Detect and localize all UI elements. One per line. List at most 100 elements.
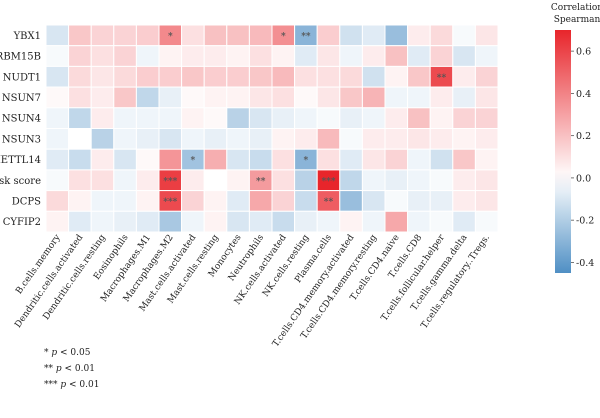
heatmap-cell — [429, 45, 454, 67]
heatmap-cell — [203, 65, 228, 88]
heatmap-cell — [226, 45, 250, 67]
heatmap-cell — [68, 65, 92, 88]
colorbar-tick-label: 0.2 — [576, 131, 591, 142]
heatmap-cell — [90, 45, 115, 67]
heatmap-cell — [316, 107, 341, 130]
heatmap-cell — [45, 169, 70, 192]
colorbar-tick-label: 0.0 — [576, 173, 591, 184]
heatmap-cell — [339, 128, 363, 150]
legend-stars: ** — [44, 364, 53, 374]
heatmap-cell — [271, 128, 296, 150]
heatmap-cell — [181, 128, 205, 150]
heatmap-cell — [474, 190, 499, 212]
heatmap-cell — [474, 65, 499, 88]
column-labels: B.cells.memoryDendritic.cells.activatedD… — [13, 232, 492, 349]
significance-mark: ** — [301, 32, 311, 42]
legend-p: p — [55, 364, 62, 374]
heatmap-cell — [429, 169, 454, 192]
heatmap-cell — [113, 210, 137, 233]
heatmap-cell — [45, 148, 70, 171]
heatmap-cells — [45, 24, 499, 233]
heatmap-cell — [271, 107, 296, 130]
heatmap-cell — [181, 86, 205, 109]
heatmap-cell — [226, 169, 250, 192]
heatmap-cell — [135, 210, 160, 233]
heatmap-cell — [339, 190, 363, 212]
heatmap-cell — [361, 45, 386, 67]
heatmap-cell — [158, 148, 183, 171]
heatmap-cell — [339, 86, 363, 109]
heatmap-cell — [316, 24, 341, 47]
row-label: CYFIP2 — [3, 217, 41, 228]
heatmap-cell — [226, 65, 250, 88]
heatmap-cell — [135, 169, 160, 192]
heatmap-cell — [316, 128, 341, 150]
heatmap-cell — [384, 128, 409, 150]
heatmap-cell — [294, 107, 318, 130]
heatmap-cell — [452, 190, 476, 212]
heatmap-cell — [113, 148, 137, 171]
heatmap-cell — [203, 169, 228, 192]
heatmap-cell — [361, 190, 386, 212]
heatmap-cell — [474, 45, 499, 67]
heatmap-cell — [407, 65, 431, 88]
colorbar-title-line1: Correlation — [551, 3, 600, 13]
row-label: NSUN3 — [2, 134, 41, 145]
heatmap-cell — [113, 107, 137, 130]
colorbar-gradient — [555, 30, 571, 273]
heatmap-cell — [113, 86, 137, 109]
heatmap-cell — [181, 107, 205, 130]
colorbar-title-line2: Spearman — [554, 15, 600, 25]
significance-mark: ** — [324, 197, 334, 207]
heatmap-cell — [90, 24, 115, 47]
heatmap-cell — [429, 190, 454, 212]
significance-mark: * — [168, 32, 173, 42]
heatmap-cell — [158, 128, 183, 150]
heatmap-cell — [407, 45, 431, 67]
heatmap-cell — [429, 148, 454, 171]
heatmap-cell — [68, 210, 92, 233]
significance-mark: * — [281, 32, 286, 42]
heatmap-cell — [248, 107, 273, 130]
heatmap-cell — [113, 45, 137, 67]
heatmap-cell — [203, 128, 228, 150]
significance-mark: *** — [163, 197, 177, 207]
legend-item: * p < 0.05 — [44, 348, 90, 358]
heatmap-cell — [226, 210, 250, 233]
heatmap-cell — [384, 24, 409, 47]
heatmap-cell — [135, 24, 160, 47]
significance-mark: *** — [321, 177, 335, 187]
heatmap-cell — [452, 86, 476, 109]
heatmap-cell — [361, 65, 386, 88]
heatmap-cell — [407, 169, 431, 192]
heatmap-cell — [429, 24, 454, 47]
heatmap-cell — [158, 65, 183, 88]
row-label: DCPS — [12, 196, 41, 207]
heatmap-cell — [181, 24, 205, 47]
heatmap-cell — [158, 107, 183, 130]
heatmap-cell — [452, 65, 476, 88]
row-label: METTL14 — [0, 155, 41, 166]
heatmap-cell — [407, 24, 431, 47]
heatmap-cell — [452, 24, 476, 47]
heatmap-cell — [248, 65, 273, 88]
heatmap-cell — [316, 45, 341, 67]
heatmap-cell — [158, 210, 183, 233]
heatmap-cell — [474, 210, 499, 233]
heatmap-cell — [113, 24, 137, 47]
heatmap-cell — [45, 190, 70, 212]
heatmap-cell — [113, 169, 137, 192]
significance-mark: * — [191, 156, 196, 166]
heatmap-cell — [226, 128, 250, 150]
heatmap-cell — [271, 190, 296, 212]
heatmap-cell — [361, 86, 386, 109]
heatmap-cell — [90, 107, 115, 130]
heatmap-cell — [474, 86, 499, 109]
heatmap-cell — [90, 190, 115, 212]
heatmap-cell — [429, 210, 454, 233]
heatmap-cell — [384, 210, 409, 233]
colorbar-tick-label: 0.4 — [576, 89, 591, 100]
heatmap-cell — [248, 45, 273, 67]
heatmap-cell — [271, 210, 296, 233]
